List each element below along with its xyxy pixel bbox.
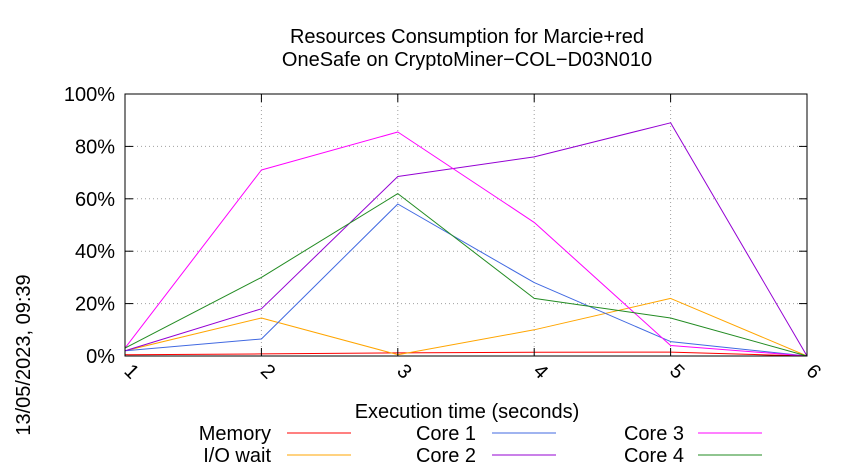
x-tick-label: 1	[120, 360, 143, 383]
y-tick-label: 20%	[75, 294, 115, 316]
series-line-core-4	[124, 193, 808, 357]
chart-title-line-2: OneSafe on CryptoMiner−COL−D03N010	[282, 49, 652, 71]
x-tick-label: 2	[256, 360, 279, 383]
legend-label-i-o-wait: I/O wait	[203, 445, 271, 467]
axis-ticks	[124, 93, 808, 357]
y-tick-label: 0%	[86, 346, 115, 368]
y-tick-label: 100%	[64, 84, 115, 106]
y-tick-label: 80%	[75, 136, 115, 158]
legend-label-core-2: Core 2	[416, 445, 476, 467]
series-line-core-1	[124, 203, 808, 357]
x-tick-labels: 1 2 3 4 5 6	[120, 360, 825, 383]
y-tick-labels: 0% 20% 40% 60% 80% 100%	[64, 84, 115, 368]
series-line-memory	[124, 351, 808, 357]
chart-title: Resources Consumption for Marcie+red One…	[282, 26, 652, 71]
series-line-core-2	[124, 122, 808, 357]
chart-title-line-1: Resources Consumption for Marcie+red	[290, 26, 644, 48]
legend-label-core-3: Core 3	[624, 423, 684, 445]
x-axis-label: Execution time (seconds)	[355, 401, 580, 423]
x-tick-label: 4	[529, 360, 552, 383]
timestamp-label: 13/05/2023, 09:39	[13, 274, 35, 435]
x-tick-label: 6	[802, 360, 825, 383]
series-line-i-o-wait	[124, 297, 808, 357]
grid	[125, 94, 807, 356]
series-line-core-3	[124, 131, 808, 357]
legend-label-core-4: Core 4	[624, 445, 684, 467]
x-tick-label: 5	[665, 360, 688, 383]
y-tick-label: 60%	[75, 189, 115, 211]
legend-label-memory: Memory	[199, 423, 271, 445]
y-tick-label: 40%	[75, 241, 115, 263]
plot-border	[124, 93, 808, 357]
series-lines	[124, 122, 808, 357]
x-tick-label: 3	[392, 360, 415, 383]
legend-label-core-1: Core 1	[416, 423, 476, 445]
